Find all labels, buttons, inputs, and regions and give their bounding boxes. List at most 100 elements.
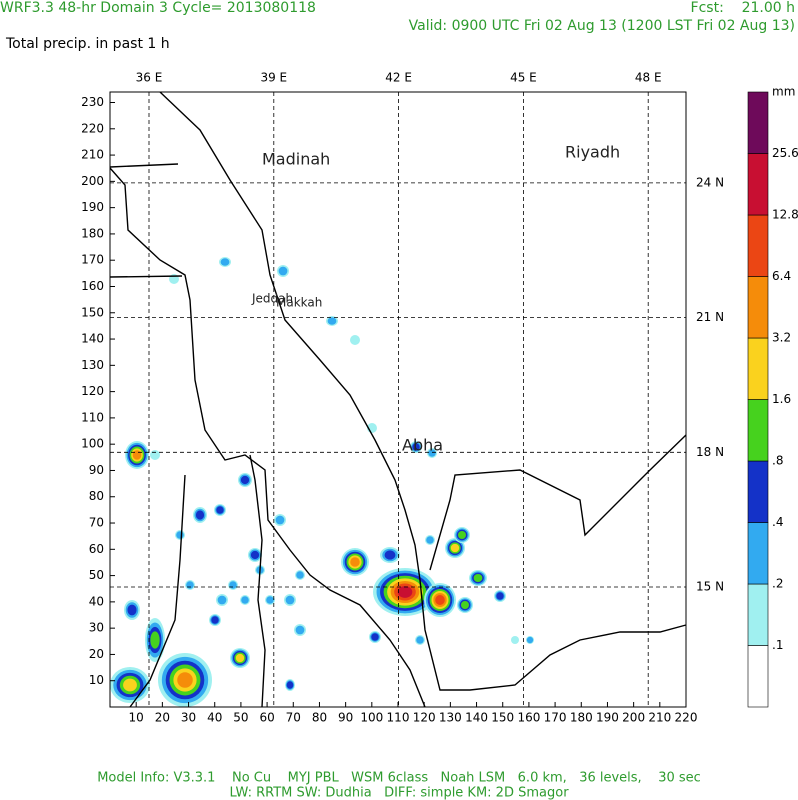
x-tick-label: 10: [129, 711, 144, 725]
colorbar-segment: [747, 460, 769, 523]
precip-cell: [397, 586, 413, 598]
field-name: Total precip. in past 1 h: [5, 36, 170, 52]
x-tick-label: 40: [207, 711, 222, 725]
colorbar-unit: mm: [772, 85, 795, 99]
precip-cell: [412, 443, 420, 451]
precip-cell: [176, 531, 184, 539]
colorbar-label: 3.2: [772, 331, 791, 345]
x-tick-label: 140: [465, 711, 488, 725]
precip-cell: [371, 633, 379, 641]
y-tick-label: 10: [89, 673, 104, 687]
x-tick-label: 180: [570, 711, 593, 725]
precip-cell: [211, 616, 219, 624]
colorbar-segment: [747, 153, 769, 216]
x-tick-label: 100: [360, 711, 383, 725]
precip-cell: [384, 550, 396, 560]
precip-cell: [435, 595, 445, 605]
y-tick-label: 140: [81, 332, 104, 346]
y-tick-label: 190: [81, 200, 104, 214]
precip-field: [110, 257, 534, 707]
colorbar-label: .4: [772, 515, 783, 529]
y-tick-label: 130: [81, 358, 104, 372]
colorbar-segment: [747, 276, 769, 339]
country-border: [249, 454, 266, 708]
precip-cell: [132, 450, 142, 460]
colorbar-segment: [747, 399, 769, 462]
longitude-label: 36 E: [136, 71, 163, 85]
precip-cell: [150, 631, 160, 649]
city-label: Jeddah: [251, 292, 293, 306]
x-tick-label: 220: [675, 711, 698, 725]
y-tick-label: 150: [81, 305, 104, 319]
country-border: [109, 163, 179, 168]
colorbar-segment: [747, 91, 769, 154]
country-border: [109, 275, 183, 278]
longitude-label: 48 E: [635, 71, 662, 85]
coastline: [109, 167, 426, 708]
precip-cell: [350, 335, 360, 345]
precip-cell: [286, 681, 294, 689]
x-tick-label: 160: [517, 711, 540, 725]
colorbar-label: .1: [772, 638, 783, 652]
x-tick-label: 200: [622, 711, 645, 725]
y-tick-label: 30: [89, 621, 104, 635]
footer-line: LW: RRTM SW: Dudhia DIFF: simple KM: 2D …: [229, 786, 569, 800]
y-tick-label: 20: [89, 647, 104, 661]
colorbar-label: 6.4: [772, 269, 791, 283]
x-tick-label: 130: [439, 711, 462, 725]
precip-cell: [177, 672, 193, 688]
precip-cell: [458, 531, 466, 539]
precip-cell: [416, 636, 424, 644]
borders: [109, 91, 687, 708]
x-tick-label: 110: [387, 711, 410, 725]
y-tick-label: 180: [81, 226, 104, 240]
precip-cell: [240, 475, 250, 485]
precip-cell: [216, 506, 224, 514]
precip-cell: [327, 317, 337, 325]
x-tick-label: 90: [338, 711, 353, 725]
precip-cell: [496, 592, 504, 600]
country-border: [429, 434, 687, 571]
colorbar-segment: [747, 522, 769, 585]
colorbar-segment: [747, 583, 769, 646]
precip-cell: [461, 601, 469, 609]
city-label: Riyadh: [565, 143, 620, 162]
longitude-label: 39 E: [260, 71, 287, 85]
forecast-hour: Fcst: 21.00 h: [691, 0, 795, 16]
city-label: Abha: [402, 436, 443, 455]
colorbar-segment: [747, 645, 769, 708]
precip-cell: [450, 543, 460, 553]
axes: 10 20 30 40 50 60 70 80 90 100 110 120 130 140 150 160 1…: [81, 71, 724, 725]
y-tick-label: 60: [89, 542, 104, 556]
x-tick-label: 210: [648, 711, 671, 725]
x-tick-label: 170: [544, 711, 567, 725]
x-tick-label: 60: [259, 711, 274, 725]
precip-cell: [295, 625, 305, 635]
city-label: Madinah: [262, 150, 330, 169]
y-tick-label: 160: [81, 279, 104, 293]
precip-cell: [220, 258, 230, 266]
latitude-label: 21 N: [696, 310, 724, 324]
latitude-label: 15 N: [696, 580, 724, 594]
coastline: [159, 91, 687, 691]
precip-cell: [296, 571, 304, 579]
y-tick-label: 220: [81, 121, 104, 135]
colorbar-label: .8: [772, 454, 783, 468]
precip-cell: [473, 574, 483, 582]
x-tick-label: 50: [233, 711, 248, 725]
y-tick-label: 120: [81, 384, 104, 398]
precip-cell: [511, 636, 519, 644]
latitude-label: 24 N: [696, 175, 724, 189]
x-tick-label: 20: [155, 711, 170, 725]
latitude-label: 18 N: [696, 445, 724, 459]
precip-cell: [275, 515, 285, 525]
colorbar-segment: [747, 214, 769, 277]
y-tick-label: 110: [81, 410, 104, 424]
precip-cell: [426, 536, 434, 544]
y-tick-label: 70: [89, 516, 104, 530]
precip-cell: [285, 595, 295, 605]
x-tick-label: 190: [596, 711, 619, 725]
x-tick-label: 70: [286, 711, 301, 725]
precip-cell: [350, 557, 360, 567]
city-label: Makkah: [276, 296, 322, 310]
